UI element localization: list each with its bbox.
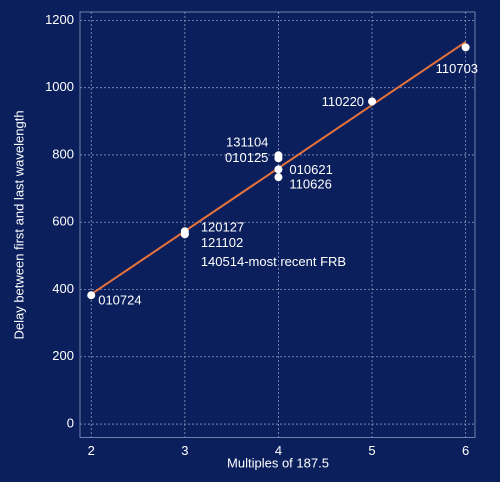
y-axis-title: Delay between first and last wavelength [11, 110, 26, 339]
data-point [87, 291, 96, 300]
y-tick-label: 1200 [45, 12, 74, 27]
data-point [180, 230, 189, 239]
y-tick-label: 1000 [45, 79, 74, 94]
y-tick-label: 600 [52, 214, 74, 229]
x-tick-label: 3 [181, 443, 188, 458]
point-label: 010621 [289, 162, 332, 177]
data-point [461, 43, 470, 52]
x-tick-label: 5 [368, 443, 375, 458]
x-tick-label: 2 [88, 443, 95, 458]
y-tick-label: 0 [67, 415, 74, 430]
point-label: 010125 [225, 150, 268, 165]
data-point [274, 165, 283, 174]
y-tick-label: 400 [52, 281, 74, 296]
x-tick-label: 6 [462, 443, 469, 458]
point-label: 140514-most recent FRB [201, 254, 346, 269]
x-axis-title: Multiples of 187.5 [227, 455, 329, 470]
x-tick-label: 4 [275, 443, 282, 458]
y-tick-label: 200 [52, 348, 74, 363]
point-label: 110703 [436, 61, 478, 76]
point-label: 120127 [201, 220, 244, 235]
point-label: 110626 [289, 177, 331, 192]
point-label: 010724 [98, 293, 141, 308]
data-point [274, 154, 283, 163]
point-label: 131104 [226, 135, 268, 150]
data-point [274, 173, 283, 182]
data-point [368, 97, 377, 106]
plot-frame [79, 11, 476, 438]
y-tick-label: 800 [52, 146, 74, 161]
point-label: 110220 [322, 94, 364, 109]
point-label: 121102 [201, 235, 243, 250]
